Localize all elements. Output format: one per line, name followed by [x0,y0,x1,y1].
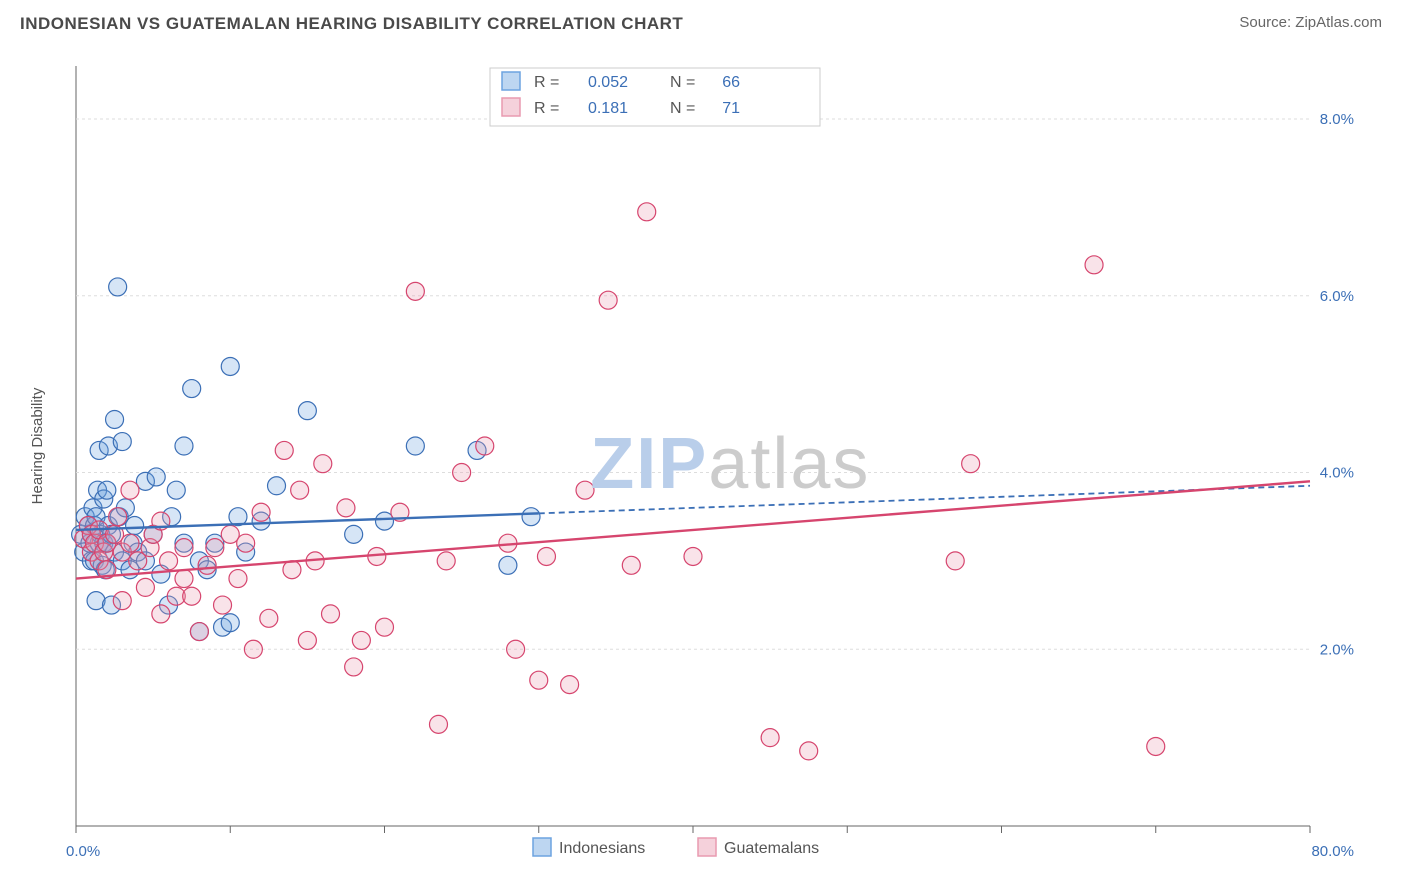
legend-r-label: R = [534,74,559,91]
data-point [291,481,309,499]
data-point [429,715,447,733]
y-tick-label: 8.0% [1320,111,1354,128]
data-point [406,282,424,300]
data-point [507,640,525,658]
chart-container: INDONESIAN VS GUATEMALAN HEARING DISABIL… [0,0,1406,892]
data-point [406,437,424,455]
data-point [109,278,127,296]
data-point [322,605,340,623]
data-point [561,676,579,694]
data-point [376,618,394,636]
data-point [800,742,818,760]
y-tick-label: 2.0% [1320,641,1354,658]
source-name: ZipAtlas.com [1295,14,1382,31]
source-prefix: Source: [1239,14,1295,31]
data-point [152,605,170,623]
data-point [109,508,127,526]
y-axis-title: Hearing Disability [29,387,46,504]
data-point [761,729,779,747]
data-point [476,437,494,455]
data-point [260,609,278,627]
data-point [214,596,232,614]
data-point [622,556,640,574]
data-point [121,534,139,552]
data-point [437,552,455,570]
data-point [1147,737,1165,755]
data-point [946,552,964,570]
chart-area: 2.0% 4.0% 6.0% 8.0% 0.0% 80.0% Hearing Disabil… [20,56,1386,872]
data-point [638,203,656,221]
legend-bottom-label: Guatemalans [724,840,819,857]
data-point [98,481,116,499]
data-point [190,623,208,641]
legend-r-label: R = [534,100,559,117]
legend-bottom-swatch [698,838,716,856]
trend-line-solid [76,513,539,530]
legend-n-label: N = [670,74,695,91]
x-label-max: 80.0% [1311,843,1354,860]
data-point [298,402,316,420]
data-point [106,410,124,428]
data-point [198,556,216,574]
data-point [314,455,332,473]
legend-bottom-swatch [533,838,551,856]
data-point [237,534,255,552]
legend-swatch [502,72,520,90]
data-point [352,631,370,649]
data-point [113,433,131,451]
data-point [275,441,293,459]
legend-r-value: 0.181 [588,100,628,117]
source-attribution: Source: ZipAtlas.com [1239,14,1382,31]
legend-n-value: 66 [722,74,740,91]
chart-title: INDONESIAN VS GUATEMALAN HEARING DISABIL… [20,14,683,33]
scatter-plot-svg: 2.0% 4.0% 6.0% 8.0% 0.0% 80.0% Hearing Disabil… [20,56,1386,872]
data-point [268,477,286,495]
data-point [537,547,555,565]
data-point [183,380,201,398]
data-point [576,481,594,499]
data-point [345,658,363,676]
data-point [113,592,131,610]
data-point [252,503,270,521]
data-point [136,578,154,596]
data-point [206,539,224,557]
data-point [499,556,517,574]
data-point [147,468,165,486]
y-tick-label: 4.0% [1320,465,1354,482]
chart-header: INDONESIAN VS GUATEMALAN HEARING DISABIL… [0,0,1406,50]
legend-n-value: 71 [722,100,740,117]
data-point [298,631,316,649]
data-point [221,614,239,632]
data-point [183,587,201,605]
data-point [453,464,471,482]
x-label-min: 0.0% [66,843,100,860]
data-point [175,437,193,455]
data-point [345,525,363,543]
legend-n-label: N = [670,100,695,117]
legend-swatch [502,98,520,116]
legend-r-value: 0.052 [588,74,628,91]
data-point [167,481,185,499]
data-point [962,455,980,473]
data-point [160,552,178,570]
data-point [1085,256,1103,274]
y-tick-label: 6.0% [1320,288,1354,305]
data-point [121,481,139,499]
data-point [522,508,540,526]
data-point [175,570,193,588]
data-point [283,561,301,579]
legend-bottom-label: Indonesians [559,840,645,857]
data-point [221,357,239,375]
data-point [530,671,548,689]
data-point [175,539,193,557]
data-point [229,570,247,588]
data-point [684,547,702,565]
data-point [126,517,144,535]
data-point [244,640,262,658]
data-point [599,291,617,309]
data-point [337,499,355,517]
